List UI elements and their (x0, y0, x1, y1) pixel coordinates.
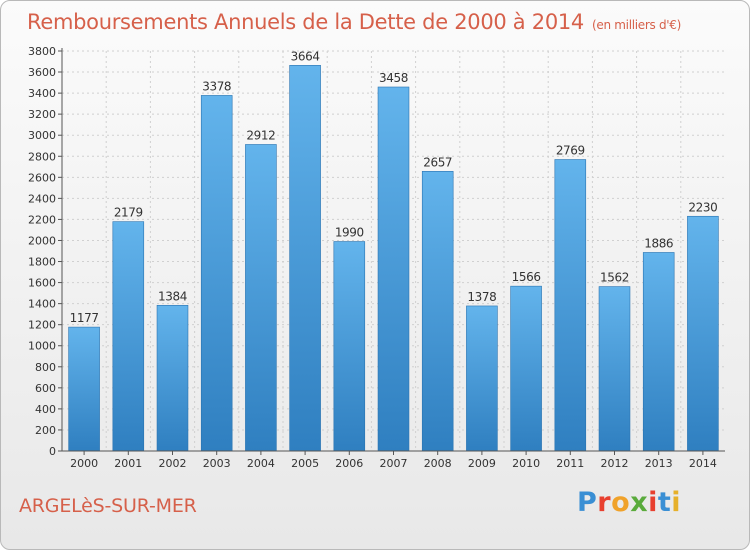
bar (421, 171, 454, 452)
x-tick-label: 2000 (70, 457, 98, 470)
x-tick-label: 2007 (380, 457, 408, 470)
y-tick-label: 3400 (28, 87, 56, 100)
title-text: Remboursements Annuels de la Dette de 20… (27, 10, 584, 34)
y-tick-label: 3000 (28, 129, 56, 142)
bar (598, 286, 631, 452)
bar (554, 159, 587, 452)
y-tick-label: 2200 (28, 213, 56, 226)
bar-value-label: 1566 (512, 270, 541, 284)
chart-subtitle: (en milliers d'€) (592, 18, 682, 32)
bar (156, 305, 189, 452)
bar-value-label: 2912 (246, 128, 275, 142)
logo-letter: i (648, 487, 658, 518)
bar-value-label: 1990 (335, 226, 364, 240)
y-tick-label: 0 (49, 445, 56, 458)
bar (377, 86, 410, 452)
y-tick-label: 3200 (28, 108, 56, 121)
logo-letter: t (657, 487, 672, 518)
y-tick-label: 400 (35, 403, 56, 416)
x-tick-label: 2004 (247, 457, 275, 470)
y-tick-label: 2800 (28, 150, 56, 163)
axes: 0 200 400 600 800 1000 1200 1400 1600 1800 2000 220… (28, 45, 725, 470)
bar-value-label: 1886 (644, 236, 673, 250)
y-tick-label: 1800 (28, 256, 56, 269)
y-tick-label: 2400 (28, 192, 56, 205)
logo-letter: r (597, 487, 612, 518)
x-tick-label: 2008 (424, 457, 452, 470)
x-tick-label: 2013 (645, 457, 673, 470)
bar (245, 144, 277, 452)
y-tick-label: 1200 (28, 319, 56, 332)
bar (289, 65, 321, 452)
y-tick-label: 1000 (28, 340, 56, 353)
bar-value-label: 3458 (379, 71, 408, 85)
y-tick-label: 2600 (28, 171, 56, 184)
bar-value-label: 1384 (158, 289, 187, 303)
x-tick-label: 2003 (203, 457, 231, 470)
x-tick-label: 2009 (468, 457, 496, 470)
y-tick-label: 800 (35, 361, 56, 374)
chart-title: Remboursements Annuels de la Dette de 20… (27, 10, 681, 34)
logo-letter: x (630, 487, 649, 518)
bars: 1177 2179 1384 3378 2912 3664 1990 3458 2657 1378… (68, 49, 719, 452)
bar-value-label: 1378 (467, 290, 496, 304)
bar (112, 221, 145, 452)
bar-value-label: 2657 (423, 155, 452, 169)
x-tick-label: 2011 (556, 457, 584, 470)
commune-name: ARGELèS-SUR-MER (19, 495, 197, 517)
bar (200, 95, 233, 452)
logo-letter: i (671, 487, 682, 518)
x-tick-label: 2012 (601, 457, 629, 470)
bar-value-label: 1562 (600, 271, 629, 285)
bar (333, 241, 366, 452)
y-tick-label: 2000 (28, 234, 56, 247)
x-tick-label: 2005 (291, 457, 319, 470)
x-tick-label: 2014 (689, 457, 717, 470)
bar-value-label: 3664 (291, 49, 320, 63)
y-tick-label: 3600 (28, 66, 56, 79)
bar-value-label: 1177 (70, 311, 99, 325)
bar-value-label: 2769 (556, 144, 585, 158)
x-tick-label: 2006 (335, 457, 363, 470)
x-tick-label: 2010 (512, 457, 540, 470)
bar-value-label: 2230 (688, 200, 717, 214)
y-tick-label: 1400 (28, 298, 56, 311)
proxiti-logo: Proxiti (577, 487, 681, 518)
bar (642, 252, 675, 452)
y-tick-label: 1600 (28, 277, 56, 290)
bar (68, 326, 100, 452)
logo-letter: P (577, 487, 598, 518)
logo-letter: o (611, 487, 631, 518)
bar-value-label: 2179 (114, 206, 143, 220)
bar (510, 285, 542, 452)
bar-value-label: 3378 (202, 79, 231, 93)
y-tick-label: 3800 (28, 45, 56, 58)
y-tick-label: 200 (35, 424, 56, 437)
bar (466, 305, 498, 452)
bar (687, 215, 719, 452)
x-tick-label: 2002 (159, 457, 187, 470)
y-tick-label: 600 (35, 382, 56, 395)
x-tick-label: 2001 (114, 457, 142, 470)
